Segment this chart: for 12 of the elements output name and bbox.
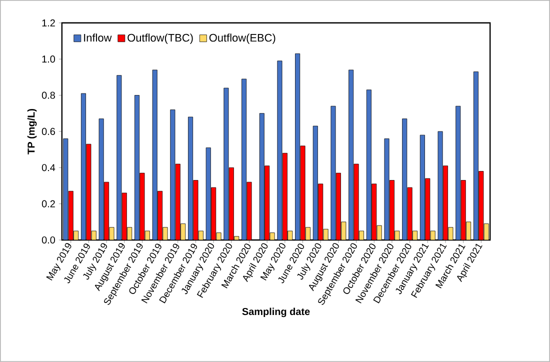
y-tick-label: 0.4 (42, 164, 56, 172)
legend-label: Outflow(TBC) (128, 34, 193, 44)
x-axis-title: Sampling date (242, 308, 310, 318)
y-tick-label: 0.6 (42, 128, 55, 136)
y-tick-label: 1.2 (42, 19, 55, 26)
legend-label: Outflow(EBC) (209, 34, 276, 44)
y-tick-label: 0.8 (42, 92, 55, 99)
y-axis-title: TP (mg/L) (27, 109, 37, 154)
y-tick-label: 0.0 (42, 236, 56, 244)
legend-label: Inflow (84, 34, 112, 42)
y-tick-label: 1.0 (42, 56, 56, 63)
y-tick-label: 0.2 (42, 200, 55, 208)
